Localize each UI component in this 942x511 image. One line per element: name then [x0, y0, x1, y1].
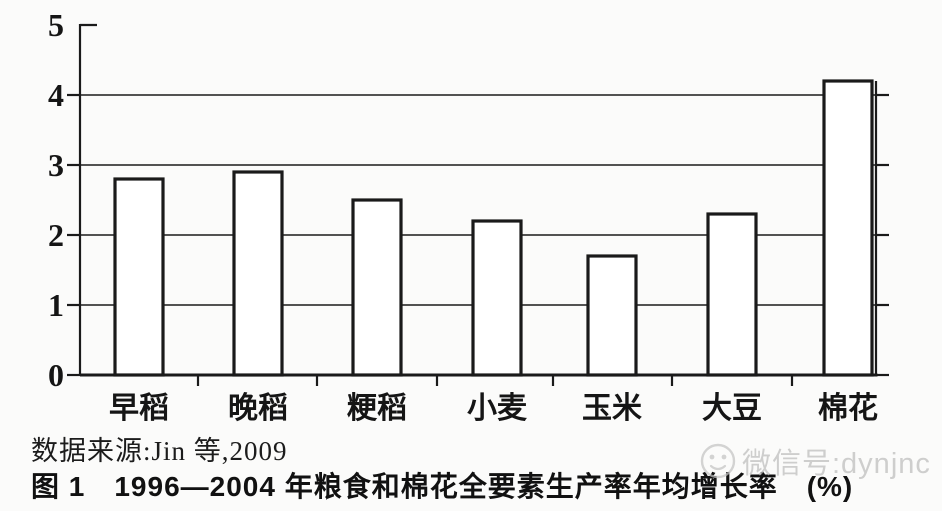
y-axis-label-4: 4 — [48, 77, 64, 113]
y-axis-label-2: 2 — [48, 217, 64, 253]
bar-早稻 — [113, 177, 165, 377]
y-axis-label-3: 3 — [48, 147, 64, 183]
bar-棉花 — [822, 79, 874, 377]
bar-大豆 — [706, 212, 758, 377]
x-axis-label-早稻: 早稻 — [109, 392, 169, 425]
x-axis-label-棉花: 棉花 — [818, 392, 878, 425]
y-axis-label-5: 5 — [48, 7, 64, 43]
x-axis-label-小麦: 小麦 — [467, 392, 528, 425]
y-axis-label-0: 0 — [48, 357, 64, 393]
bar-小麦 — [471, 219, 523, 377]
y-axis-label-1: 1 — [48, 287, 64, 323]
bar-粳稻 — [351, 198, 403, 377]
tfp-bar-chart: 0 1 2 3 4 5 早稻 晚稻 粳稻 小麦 玉米 大豆 棉花 — [48, 7, 889, 425]
x-axis-label-粳稻: 粳稻 — [347, 392, 407, 425]
bar-晚稻 — [232, 170, 284, 377]
data-source-note: 数据来源:Jin 等,2009 — [31, 436, 288, 466]
x-axis-label-玉米: 玉米 — [582, 392, 642, 425]
x-axis-label-大豆: 大豆 — [702, 392, 762, 425]
figure-caption: 图 1 1996—2004 年粮食和棉花全要素生产率年均增长率 (%) — [31, 471, 854, 502]
bar-玉米 — [586, 254, 638, 377]
x-axis-label-晚稻: 晚稻 — [228, 392, 288, 425]
